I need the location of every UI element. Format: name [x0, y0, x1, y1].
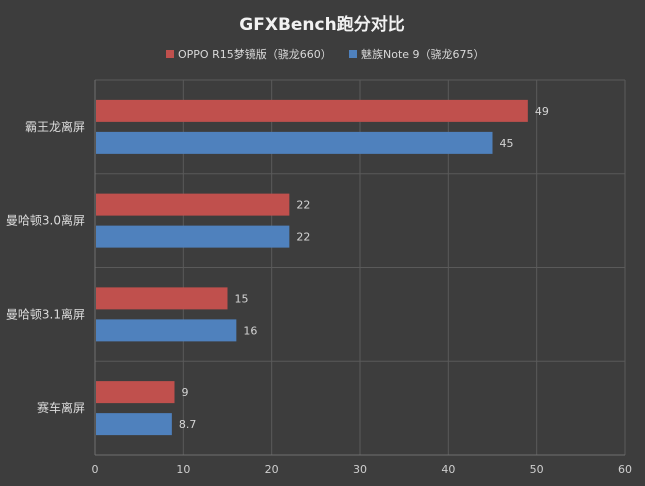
x-tick-label: 60: [618, 463, 632, 476]
bar-value-label: 22: [296, 199, 310, 212]
category-label: 曼哈顿3.1离屏: [6, 306, 85, 321]
legend-swatch-series-1: [349, 50, 357, 58]
legend-label-series-1: 魅族Note 9（骁龙675）: [361, 47, 485, 61]
bar-value-label: 16: [243, 324, 257, 337]
bar-series-1: [96, 413, 172, 436]
x-tick-label: 0: [92, 463, 99, 476]
gridlines: [94, 79, 626, 456]
bar-series-0: [96, 193, 290, 216]
chart-title: GFXBench跑分对比: [239, 14, 404, 35]
category-label: 曼哈顿3.0离屏: [6, 213, 85, 228]
bar-value-label: 8.7: [179, 418, 197, 431]
data-labels: 49 45 22 22 15 16 9 8.7: [179, 105, 549, 431]
x-tick-label: 30: [353, 463, 367, 476]
bar-series-0: [96, 287, 228, 310]
x-tick-label: 40: [441, 463, 455, 476]
category-label: 赛车离屏: [37, 400, 85, 415]
bar-series-0: [96, 99, 528, 122]
legend: OPPO R15梦镜版（骁龙660） 魅族Note 9（骁龙675）: [166, 47, 485, 61]
x-axis-tick-labels: 0 10 20 30 40 50 60: [92, 463, 633, 476]
bar-value-label: 49: [535, 105, 549, 118]
legend-swatch-series-0: [166, 50, 174, 58]
bar-series-1: [96, 225, 290, 248]
x-tick-label: 20: [265, 463, 279, 476]
category-label: 霸王龙离屏: [25, 119, 85, 134]
bar-value-label: 9: [182, 386, 189, 399]
bar-series-0: [96, 381, 175, 404]
bar-value-label: 15: [235, 292, 249, 305]
bar-series-1: [96, 131, 493, 154]
bar-value-label: 45: [500, 137, 514, 150]
bar-value-label: 22: [296, 231, 310, 244]
legend-label-series-0: OPPO R15梦镜版（骁龙660）: [178, 47, 332, 61]
x-tick-label: 50: [530, 463, 544, 476]
x-tick-label: 10: [176, 463, 190, 476]
bar-series-1: [96, 319, 237, 342]
bars: [96, 99, 528, 436]
